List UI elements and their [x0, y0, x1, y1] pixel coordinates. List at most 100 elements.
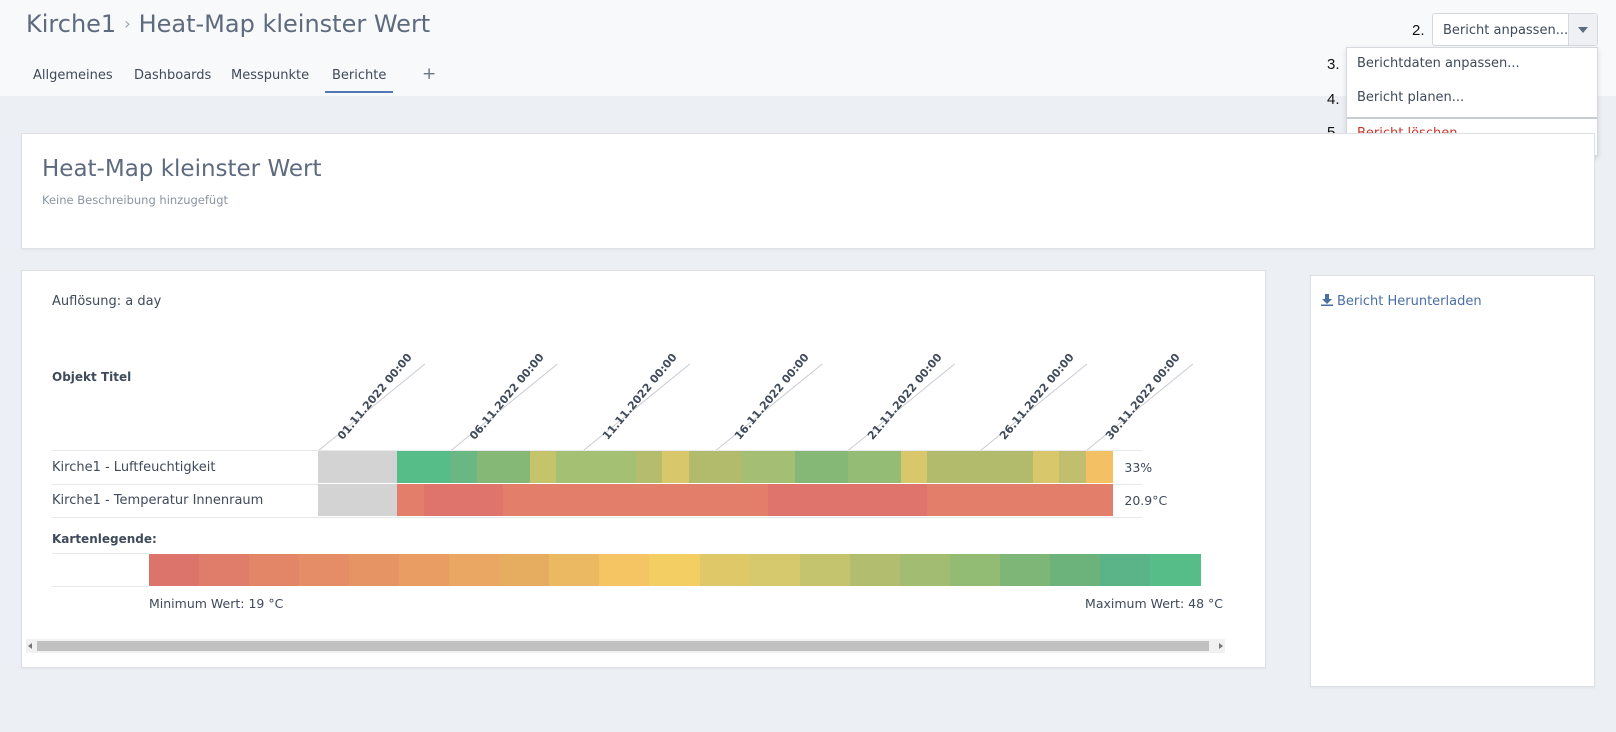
heatmap-cell[interactable] [582, 451, 610, 483]
heatmap-cell[interactable] [1085, 484, 1113, 516]
heatmap-cell[interactable] [1059, 484, 1087, 516]
row-value: 33% [1124, 460, 1153, 475]
legend-color-step [599, 554, 651, 586]
heatmap-cell[interactable] [741, 484, 769, 516]
legend-color-step [799, 554, 851, 586]
heatmap-cell[interactable] [688, 484, 716, 516]
tab-dashboards[interactable]: Dashboards [134, 68, 212, 83]
legend-color-step [899, 554, 951, 586]
heatmap-cell[interactable] [927, 451, 955, 483]
heatmap-cell[interactable] [609, 451, 637, 483]
heatmap-cell[interactable] [662, 451, 690, 483]
heatmap-cell[interactable] [715, 484, 743, 516]
row-divider [52, 517, 1142, 518]
heatmap-cell[interactable] [556, 484, 584, 516]
legend-color-step [349, 554, 400, 586]
heatmap-cell[interactable] [635, 451, 663, 483]
download-report-link[interactable]: Bericht Herunterladen [1321, 294, 1482, 309]
heatmap-cell[interactable] [397, 484, 425, 516]
heatmap-cell[interactable] [847, 484, 875, 516]
heatmap-cell[interactable] [370, 451, 399, 483]
heatmap-cell[interactable] [953, 451, 981, 483]
menu-divider [1347, 117, 1597, 119]
caret-down-icon [1578, 27, 1588, 33]
step-marker-2: 2. [1412, 22, 1425, 39]
heatmap-cell[interactable] [423, 484, 451, 516]
add-tab-plus-icon[interactable]: + [422, 64, 437, 84]
heatmap-cell[interactable] [635, 484, 663, 516]
heatmap-cell[interactable] [980, 484, 1008, 516]
heatmap-cell[interactable] [1006, 484, 1034, 516]
date-label-line [450, 363, 558, 452]
heatmap-cell[interactable] [476, 451, 504, 483]
scroll-left-arrow-icon[interactable] [28, 643, 32, 649]
row-value: 20.9°C [1124, 493, 1168, 508]
legend-color-step [749, 554, 801, 586]
heatmap-cell[interactable] [344, 484, 372, 516]
heatmap-cell[interactable] [927, 484, 955, 516]
tab-berichte[interactable]: Berichte [325, 64, 394, 93]
heatmap-cell[interactable] [556, 451, 584, 483]
heatmap-cell[interactable] [529, 451, 557, 483]
heatmap-cell[interactable] [609, 484, 637, 516]
legend-color-step [649, 554, 701, 586]
tab-messpunkte[interactable]: Messpunkte [231, 68, 310, 83]
breadcrumb-parent[interactable]: Kirche1 [26, 10, 117, 38]
heatmap-cell[interactable] [450, 451, 478, 483]
scroll-right-arrow-icon[interactable] [1219, 643, 1223, 649]
report-options-split-button[interactable]: Bericht anpassen... [1432, 13, 1598, 46]
heatmap-cell[interactable] [821, 451, 849, 483]
legend-color-step [1049, 554, 1101, 586]
breadcrumb-current: Heat-Map kleinster Wert [138, 10, 431, 38]
heatmap-cell[interactable] [397, 451, 425, 483]
horizontal-scrollbar[interactable] [26, 639, 1225, 653]
report-options-button-label[interactable]: Bericht anpassen... [1443, 23, 1569, 38]
heatmap-cell[interactable] [1032, 484, 1061, 516]
heatmap-cell[interactable] [662, 484, 690, 516]
heatmap-cell[interactable] [476, 484, 504, 516]
legend-color-step [699, 554, 751, 586]
heatmap-cell[interactable] [688, 451, 716, 483]
heatmap-cell[interactable] [953, 484, 981, 516]
heatmap-cell[interactable] [529, 484, 557, 516]
menu-item-schedule-report[interactable]: Bericht planen... [1357, 90, 1465, 105]
heatmap-cell[interactable] [318, 451, 346, 483]
heatmap-cell[interactable] [503, 451, 531, 483]
heatmap-cell[interactable] [794, 484, 822, 516]
heatmap-cell[interactable] [847, 451, 875, 483]
heatmap-cell[interactable] [423, 451, 451, 483]
heatmap-cell[interactable] [1059, 451, 1087, 483]
heatmap-cell[interactable] [503, 484, 531, 516]
tab-allgemeines[interactable]: Allgemeines [33, 68, 113, 83]
heatmap-cell[interactable] [741, 451, 769, 483]
scroll-thumb[interactable] [37, 641, 1209, 651]
step-marker-3: 3. [1327, 56, 1340, 73]
menu-item-edit-report-data[interactable]: Berichtdaten anpassen... [1357, 56, 1520, 71]
heatmap-cell[interactable] [1032, 451, 1061, 483]
download-report-label[interactable]: Bericht Herunterladen [1337, 294, 1482, 309]
heatmap-cell[interactable] [980, 451, 1008, 483]
heatmap-cell[interactable] [582, 484, 610, 516]
date-label-line [1085, 363, 1194, 452]
heatmap-cell[interactable] [768, 451, 796, 483]
heatmap-cell[interactable] [318, 484, 346, 516]
heatmap-cell[interactable] [450, 484, 478, 516]
legend-color-step [199, 554, 250, 586]
heatmap-cell[interactable] [874, 451, 902, 483]
heatmap-cell[interactable] [1006, 451, 1034, 483]
heatmap-cell[interactable] [900, 451, 928, 483]
report-description: Keine Beschreibung hinzugefügt [42, 193, 229, 207]
heatmap-cell[interactable] [370, 484, 399, 516]
heatmap-cell[interactable] [874, 484, 902, 516]
chevron-right-icon: › [124, 14, 131, 33]
heatmap-cell[interactable] [900, 484, 928, 516]
heatmap-cell[interactable] [1085, 451, 1113, 483]
heatmap-cell[interactable] [821, 484, 849, 516]
row-name: Kirche1 - Luftfeuchtigkeit [52, 460, 216, 475]
heatmap-cell[interactable] [715, 451, 743, 483]
dropdown-toggle[interactable] [1568, 14, 1597, 45]
heatmap-cell[interactable] [794, 451, 822, 483]
row-name: Kirche1 - Temperatur Innenraum [52, 493, 264, 508]
heatmap-cell[interactable] [344, 451, 372, 483]
heatmap-cell[interactable] [768, 484, 796, 516]
